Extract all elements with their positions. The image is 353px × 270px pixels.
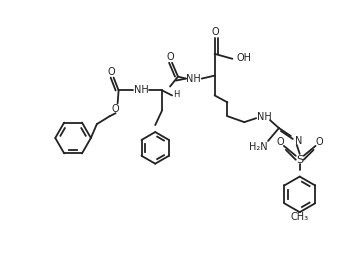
Text: NH: NH bbox=[134, 86, 149, 96]
Text: OH: OH bbox=[237, 53, 252, 63]
Text: O: O bbox=[316, 137, 323, 147]
Text: O: O bbox=[166, 52, 174, 62]
Text: O: O bbox=[112, 104, 119, 114]
Text: O: O bbox=[276, 137, 284, 147]
Text: S: S bbox=[296, 155, 303, 165]
Text: H₂N: H₂N bbox=[249, 142, 268, 152]
Text: NH: NH bbox=[186, 74, 201, 84]
Text: CH₃: CH₃ bbox=[291, 212, 309, 222]
Text: N: N bbox=[295, 136, 303, 146]
Text: O: O bbox=[108, 67, 115, 77]
Text: NH: NH bbox=[257, 112, 271, 122]
Text: O: O bbox=[212, 27, 220, 37]
Text: H: H bbox=[173, 90, 179, 99]
